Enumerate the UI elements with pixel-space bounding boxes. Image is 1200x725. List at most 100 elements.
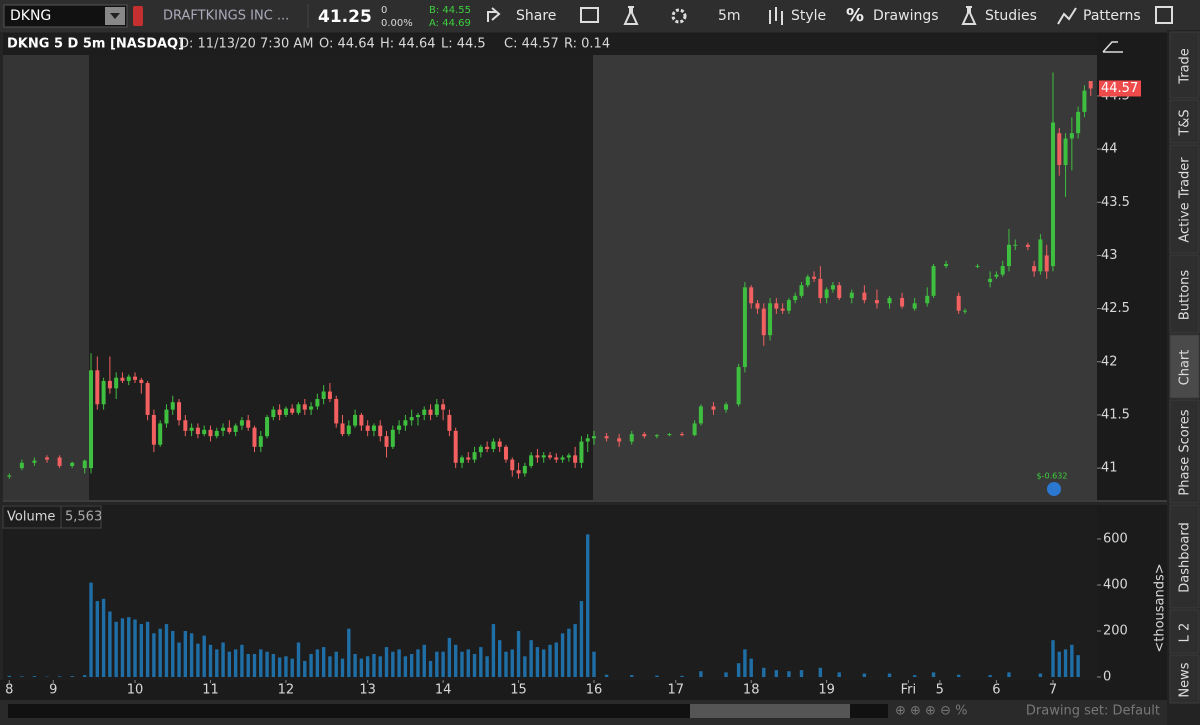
candle-body: [195, 427, 200, 435]
candle-body: [1013, 244, 1018, 246]
candle-body: [711, 406, 716, 410]
sidebar-tab[interactable]: [1169, 254, 1200, 334]
volume-bar: [70, 676, 74, 677]
sidebar-tab[interactable]: [1169, 609, 1200, 654]
volume-bar: [321, 647, 326, 677]
volume-axis: [1097, 505, 1167, 680]
candle-body: [491, 441, 496, 449]
sidebar-tab[interactable]: [1169, 144, 1200, 254]
candle-body: [239, 420, 244, 426]
candle-body: [698, 406, 703, 424]
y-tick-label: 200: [1103, 623, 1128, 638]
volume-bar: [428, 660, 433, 677]
volume-bar: [171, 630, 175, 677]
volume-bar: [45, 676, 49, 678]
candle-body: [931, 266, 936, 296]
volume-bar: [441, 651, 445, 677]
candle-body: [95, 370, 100, 405]
y-tick-label: 43.5: [1101, 195, 1130, 210]
volume-bar: [359, 658, 364, 677]
volume-bar: [384, 647, 389, 677]
candle-body: [887, 297, 892, 304]
volume-bar: [164, 624, 169, 677]
sidebar-tab[interactable]: [1169, 334, 1200, 399]
scroll-thumb[interactable]: [690, 704, 850, 718]
candle-body: [579, 441, 584, 463]
x-tick-label: 17: [667, 683, 684, 698]
sidebar-tab[interactable]: [1169, 99, 1200, 144]
symbol: DKNG: [10, 8, 51, 24]
volume-bar: [1063, 649, 1068, 677]
scale-icon[interactable]: [1102, 41, 1123, 53]
volume-bar: [353, 653, 357, 677]
candle-body: [202, 429, 207, 435]
event-icon[interactable]: [1047, 482, 1061, 496]
candle-body: [786, 300, 791, 311]
candle-body: [874, 300, 879, 304]
sidebar-tab-label: Chart: [1178, 350, 1193, 386]
volume-bar: [409, 653, 414, 677]
settings-icon[interactable]: [671, 8, 687, 24]
volume-bar: [699, 671, 703, 677]
sidebar-tab[interactable]: [1169, 654, 1200, 704]
candle-body: [246, 420, 251, 428]
sidebar-tab-label: Dashboard: [1178, 522, 1193, 593]
candle-body: [1000, 266, 1005, 275]
volume-bar: [630, 675, 634, 677]
candle-body: [1082, 90, 1087, 112]
flag-icon[interactable]: [580, 7, 599, 23]
volume-bar: [548, 644, 552, 677]
volume-bar: [32, 676, 37, 677]
volume-bar: [120, 618, 125, 677]
style-button[interactable]: Style: [791, 8, 826, 24]
studies-button[interactable]: Studies: [985, 8, 1037, 24]
volume-bar: [435, 651, 439, 677]
volume-bar: [787, 671, 791, 677]
volume-bar: [460, 651, 464, 677]
candle-body: [459, 457, 464, 463]
change-pct: 0.00%: [381, 18, 413, 29]
lab-icon[interactable]: [623, 6, 639, 25]
candle-body: [277, 409, 282, 415]
y-tick-label: 42.5: [1101, 301, 1130, 316]
sidebar-tab[interactable]: [1169, 31, 1200, 99]
drawings-button[interactable]: Drawings: [873, 8, 939, 24]
afterhours-session: [593, 55, 1097, 500]
window-icon[interactable]: [1155, 6, 1173, 24]
zoom-icons[interactable]: ⊕ ⊕ ⊕ ⊖ %: [895, 704, 967, 719]
candle-body: [302, 404, 307, 410]
candle-body: [151, 414, 156, 445]
candle-body: [346, 425, 351, 435]
candle-body: [925, 295, 930, 304]
sidebar-tabs: Trade T&S Active Trader Buttons Chart Phase S…: [1169, 31, 1200, 704]
volume-bar: [586, 534, 590, 677]
alert-icon[interactable]: [133, 6, 143, 26]
share-button[interactable]: Share: [516, 8, 556, 24]
volume-bar: [378, 656, 382, 677]
candle-body: [271, 409, 276, 418]
candle-body: [415, 414, 420, 418]
sidebar-tab[interactable]: [1169, 399, 1200, 504]
candle-body: [692, 423, 697, 436]
y-tick-label: 0: [1103, 670, 1111, 685]
scroll-track[interactable]: [8, 704, 888, 718]
symbol-input[interactable]: [3, 4, 128, 28]
y-tick-label: 43: [1101, 248, 1118, 263]
volume-bar: [240, 644, 244, 677]
annotation: $-0.632: [1037, 472, 1068, 481]
x-tick-label: 10: [127, 683, 144, 698]
sidebar-tab[interactable]: [1169, 504, 1200, 609]
interval-button[interactable]: 5m: [718, 8, 741, 24]
candle-body: [1063, 138, 1068, 166]
y-tick-label: 44: [1101, 142, 1118, 157]
candle-body: [510, 459, 515, 471]
patterns-button[interactable]: Patterns: [1083, 8, 1141, 24]
candle-body: [214, 430, 219, 437]
candle-body: [164, 409, 169, 424]
sidebar-tab-label: News: [1178, 662, 1193, 697]
volume-bar: [334, 651, 338, 677]
company: DRAFTKINGS INC ...: [163, 9, 289, 24]
volume-bar: [246, 653, 250, 677]
style-icon: [769, 7, 783, 25]
volume-bar: [57, 676, 62, 677]
